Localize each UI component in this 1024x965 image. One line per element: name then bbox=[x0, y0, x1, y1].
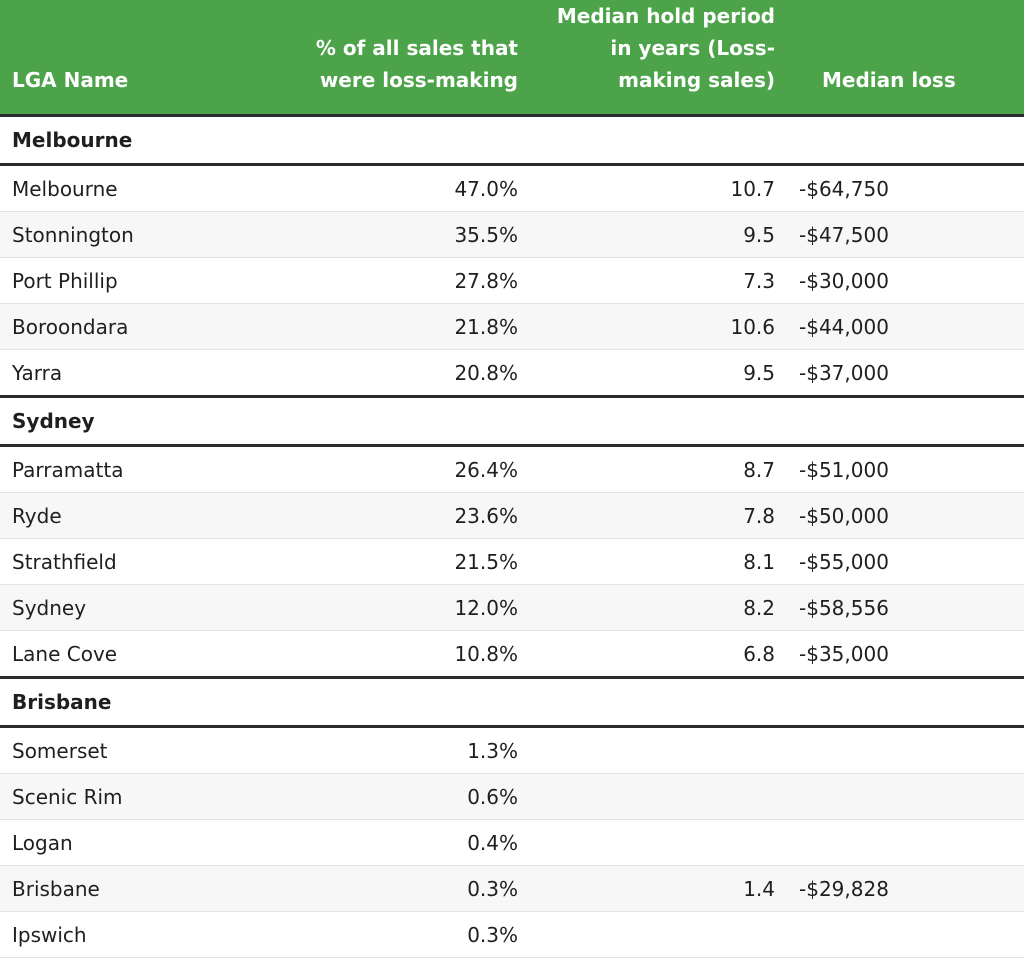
lga-cell: Lane Cove bbox=[0, 630, 260, 679]
lga-cell: Melbourne bbox=[0, 164, 260, 212]
lga-cell: Sydney bbox=[0, 584, 260, 631]
table-row: Logan 0.4% bbox=[0, 819, 1024, 866]
loss-cell: -$50,000 bbox=[787, 492, 1024, 539]
table-row: Somerset 1.3% bbox=[0, 726, 1024, 774]
pct-cell: 21.8% bbox=[260, 303, 530, 350]
loss-cell: -$29,828 bbox=[787, 865, 1024, 912]
group-label: Sydney bbox=[0, 396, 1024, 447]
lga-cell: Somerset bbox=[0, 726, 260, 774]
pct-cell: 10.8% bbox=[260, 630, 530, 679]
table-body: Brisbane Somerset 1.3% Scenic Rim 0.6% L… bbox=[0, 677, 1024, 958]
loss-cell: -$30,000 bbox=[787, 257, 1024, 304]
pct-cell: 20.8% bbox=[260, 349, 530, 398]
loss-cell: -$64,750 bbox=[787, 164, 1024, 212]
pct-cell: 0.4% bbox=[260, 819, 530, 866]
table-row: Boroondara 21.8% 10.6 -$44,000 bbox=[0, 303, 1024, 350]
table-body: Melbourne Melbourne 47.0% 10.7 -$64,750 … bbox=[0, 115, 1024, 398]
pct-cell: 1.3% bbox=[260, 726, 530, 774]
lga-cell: Ryde bbox=[0, 492, 260, 539]
pct-cell: 47.0% bbox=[260, 164, 530, 212]
hold-cell: 8.7 bbox=[530, 445, 787, 493]
loss-cell: -$58,556 bbox=[787, 584, 1024, 631]
table-row: Port Phillip 27.8% 7.3 -$30,000 bbox=[0, 257, 1024, 304]
group-label: Melbourne bbox=[0, 115, 1024, 166]
hold-cell: 7.3 bbox=[530, 257, 787, 304]
header-median-loss: Median loss bbox=[787, 0, 1024, 117]
lga-cell: Strathfield bbox=[0, 538, 260, 585]
header-row: LGA Name % of all sales that were loss-m… bbox=[0, 0, 1024, 117]
loss-cell: -$47,500 bbox=[787, 211, 1024, 258]
lga-cell: Stonnington bbox=[0, 211, 260, 258]
group-label: Brisbane bbox=[0, 677, 1024, 728]
loss-cell: -$51,000 bbox=[787, 445, 1024, 493]
loss-cell: -$44,000 bbox=[787, 303, 1024, 350]
loss-cell: -$55,000 bbox=[787, 538, 1024, 585]
hold-cell: 10.7 bbox=[530, 164, 787, 212]
table-row: Brisbane 0.3% 1.4 -$29,828 bbox=[0, 865, 1024, 912]
hold-cell: 9.5 bbox=[530, 211, 787, 258]
hold-cell: 7.8 bbox=[530, 492, 787, 539]
loss-cell bbox=[787, 819, 1024, 866]
loss-cell: -$37,000 bbox=[787, 349, 1024, 398]
hold-cell: 8.2 bbox=[530, 584, 787, 631]
hold-cell bbox=[530, 819, 787, 866]
table-row: Scenic Rim 0.6% bbox=[0, 773, 1024, 820]
lga-cell: Logan bbox=[0, 819, 260, 866]
table-header: LGA Name % of all sales that were loss-m… bbox=[0, 0, 1024, 117]
lga-cell: Yarra bbox=[0, 349, 260, 398]
header-median-hold-period: Median hold period in years (Loss-making… bbox=[530, 0, 787, 117]
pct-cell: 21.5% bbox=[260, 538, 530, 585]
lga-cell: Parramatta bbox=[0, 445, 260, 493]
pct-cell: 35.5% bbox=[260, 211, 530, 258]
lga-cell: Brisbane bbox=[0, 865, 260, 912]
pct-cell: 0.3% bbox=[260, 911, 530, 958]
loss-cell bbox=[787, 726, 1024, 774]
hold-cell: 1.4 bbox=[530, 865, 787, 912]
hold-cell: 9.5 bbox=[530, 349, 787, 398]
table-row: Parramatta 26.4% 8.7 -$51,000 bbox=[0, 445, 1024, 493]
table-body: Sydney Parramatta 26.4% 8.7 -$51,000 Ryd… bbox=[0, 396, 1024, 679]
pct-cell: 0.6% bbox=[260, 773, 530, 820]
loss-cell: -$35,000 bbox=[787, 630, 1024, 679]
loss-cell bbox=[787, 773, 1024, 820]
hold-cell: 8.1 bbox=[530, 538, 787, 585]
loss-cell bbox=[787, 911, 1024, 958]
hold-cell bbox=[530, 726, 787, 774]
group-row-brisbane: Brisbane bbox=[0, 677, 1024, 728]
lga-cell: Port Phillip bbox=[0, 257, 260, 304]
header-lga-name: LGA Name bbox=[0, 0, 260, 117]
header-pct-loss-making: % of all sales that were loss-making bbox=[260, 0, 530, 117]
pct-cell: 23.6% bbox=[260, 492, 530, 539]
group-row-melbourne: Melbourne bbox=[0, 115, 1024, 166]
lga-cell: Ipswich bbox=[0, 911, 260, 958]
pct-cell: 27.8% bbox=[260, 257, 530, 304]
table-row: Yarra 20.8% 9.5 -$37,000 bbox=[0, 349, 1024, 398]
pct-cell: 26.4% bbox=[260, 445, 530, 493]
table-row: Ipswich 0.3% bbox=[0, 911, 1024, 958]
table-row: Strathfield 21.5% 8.1 -$55,000 bbox=[0, 538, 1024, 585]
table-row: Stonnington 35.5% 9.5 -$47,500 bbox=[0, 211, 1024, 258]
hold-cell bbox=[530, 911, 787, 958]
table-row: Melbourne 47.0% 10.7 -$64,750 bbox=[0, 164, 1024, 212]
hold-cell: 6.8 bbox=[530, 630, 787, 679]
pct-cell: 12.0% bbox=[260, 584, 530, 631]
hold-cell: 10.6 bbox=[530, 303, 787, 350]
table-row: Sydney 12.0% 8.2 -$58,556 bbox=[0, 584, 1024, 631]
lga-cell: Boroondara bbox=[0, 303, 260, 350]
hold-cell bbox=[530, 773, 787, 820]
table-row: Ryde 23.6% 7.8 -$50,000 bbox=[0, 492, 1024, 539]
group-row-sydney: Sydney bbox=[0, 396, 1024, 447]
pct-cell: 0.3% bbox=[260, 865, 530, 912]
lga-cell: Scenic Rim bbox=[0, 773, 260, 820]
table-row: Lane Cove 10.8% 6.8 -$35,000 bbox=[0, 630, 1024, 679]
